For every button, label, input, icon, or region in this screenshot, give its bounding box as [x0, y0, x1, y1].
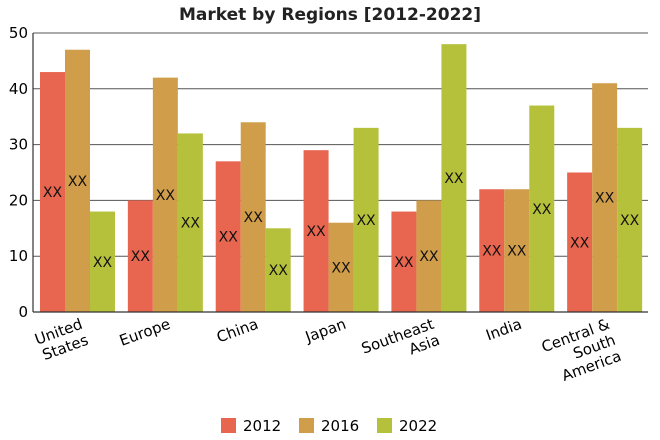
bar-2016 [416, 200, 442, 312]
bar-2016 [504, 189, 530, 312]
bar-2022 [529, 105, 555, 312]
x-category-label: India [483, 315, 524, 345]
data-label: XX [269, 263, 289, 279]
y-axis-ticks: 0 10 20 30 40 50 [9, 24, 28, 321]
y-tick-label: 0 [18, 303, 28, 321]
legend-label: 2016 [321, 417, 359, 435]
data-labels: XX XX XX XX XX XX XX XX XX XX XX XX XX XX XX XX XX XX XX XX… [43, 171, 640, 279]
bar-2016 [592, 83, 618, 312]
x-category-label: Europe [117, 315, 173, 350]
bar-2022 [265, 228, 291, 312]
bars [40, 44, 643, 313]
bar-2022 [441, 44, 467, 312]
legend-label: 2012 [243, 417, 281, 435]
data-label: XX [444, 171, 464, 187]
y-tick-label: 50 [9, 24, 28, 42]
data-label: XX [131, 249, 151, 265]
bar-2012 [127, 200, 153, 312]
data-label: XX [482, 244, 502, 260]
data-label: XX [595, 191, 615, 207]
data-label: XX [394, 255, 414, 271]
bar-2012 [567, 172, 593, 312]
axes [32, 33, 648, 313]
legend-swatch-2022 [377, 418, 392, 433]
data-label: XX [181, 216, 201, 232]
legend: 2012 2016 2022 [221, 417, 437, 435]
data-label: XX [93, 255, 113, 271]
bar-2012 [479, 189, 505, 312]
bar-2022 [177, 133, 203, 312]
bar-2022 [353, 127, 379, 312]
bar-2022 [90, 211, 115, 312]
y-tick-label: 40 [9, 80, 28, 98]
data-label: XX [219, 230, 239, 246]
bar-2016 [240, 122, 266, 312]
data-label: XX [331, 260, 351, 276]
x-category-label: Japan [302, 315, 348, 347]
data-label: XX [419, 249, 439, 265]
x-axis-category-labels: UnitedStates Europe China Japan SoutheastAsi… [32, 315, 624, 388]
data-label: XX [570, 235, 590, 251]
data-label: XX [43, 185, 63, 201]
bar-2016 [152, 77, 178, 312]
data-label: XX [620, 213, 640, 229]
y-tick-label: 20 [9, 191, 28, 209]
legend-swatch-2012 [221, 418, 236, 433]
x-category-label: SoutheastAsia [359, 315, 442, 374]
bar-2016 [328, 222, 354, 312]
x-category-label: China [214, 315, 260, 347]
legend-label: 2022 [399, 417, 437, 435]
data-label: XX [156, 188, 176, 204]
data-label: XX [306, 224, 326, 240]
data-label: XX [68, 174, 88, 190]
bar-2012 [391, 211, 417, 312]
data-label: XX [356, 213, 376, 229]
y-tick-label: 30 [9, 136, 28, 154]
bar-2016 [65, 49, 90, 313]
x-category-label: UnitedStates [32, 315, 90, 365]
legend-swatch-2016 [299, 418, 314, 433]
data-label: XX [507, 244, 527, 260]
data-label: XX [244, 210, 264, 226]
bar-2012 [40, 72, 65, 312]
data-label: XX [532, 202, 552, 218]
y-tick-label: 10 [9, 247, 28, 265]
chart-title: Market by Regions [2012-2022] [179, 5, 481, 25]
x-category-label: Central &SouthAmerica [539, 315, 624, 388]
bar-2022 [617, 127, 643, 312]
bar-2012 [215, 161, 241, 312]
bar-2012 [303, 150, 329, 312]
